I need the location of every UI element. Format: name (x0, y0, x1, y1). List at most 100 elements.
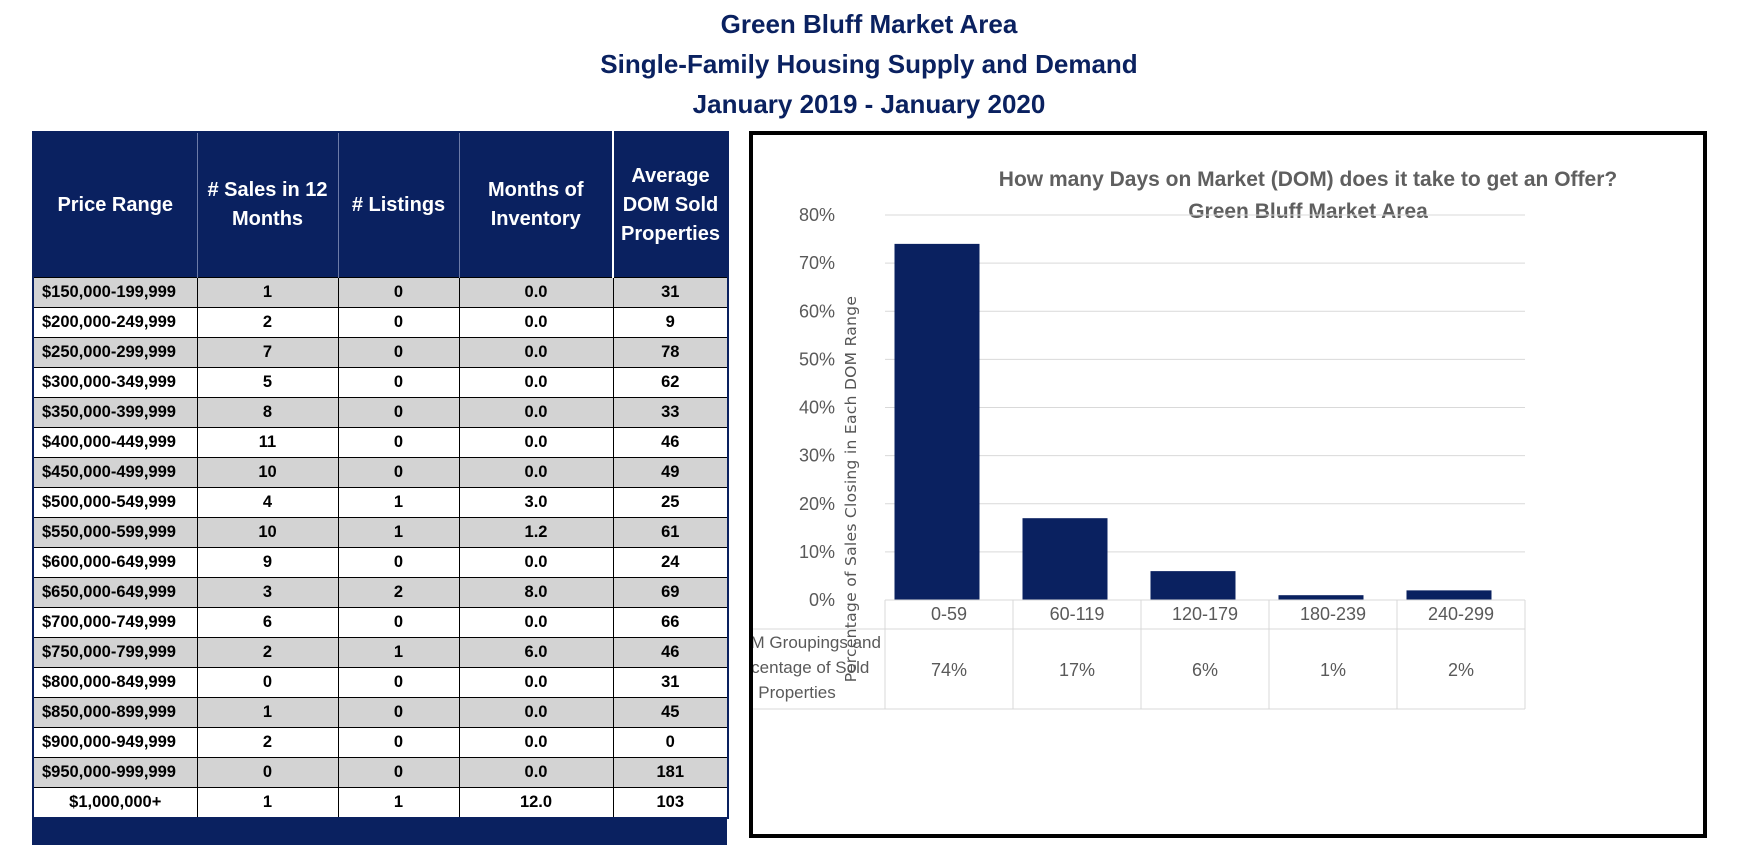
table-row: $600,000-649,999 9 0 0.0 24 (32, 547, 729, 578)
table-row: $300,000-349,999 5 0 0.0 62 (32, 367, 729, 398)
table-header-row: Price Range # Sales in 12 Months # Listi… (33, 132, 728, 278)
table-row: $650,000-649,999 3 2 8.0 69 (32, 577, 729, 608)
table-row: $400,000-449,999 11 0 0.0 46 (32, 427, 729, 458)
cell-sales: 2 (196, 307, 339, 338)
supply-demand-table: Price Range # Sales in 12 Months # Listi… (32, 131, 729, 819)
cell-months-inventory: 0.0 (458, 277, 614, 308)
table-row: $450,000-499,999 10 0 0.0 49 (32, 457, 729, 488)
table-row: $700,000-749,999 6 0 0.0 66 (32, 607, 729, 638)
cell-months-inventory: 0.0 (458, 547, 614, 578)
cell-average-dom: 45 (612, 697, 729, 728)
bar-120-179 (1150, 571, 1236, 600)
table-row: $950,000-999,999 0 0 0.0 181 (32, 757, 729, 788)
cell-listings: 0 (337, 607, 460, 638)
cell-price-range: $550,000-599,999 (32, 517, 198, 548)
y-tick-label: 0% (809, 590, 835, 610)
cell-average-dom: 62 (612, 367, 729, 398)
cell-months-inventory: 0.0 (458, 607, 614, 638)
x-category-label: 120-179 (1172, 604, 1238, 624)
cell-average-dom: 69 (612, 577, 729, 608)
cell-price-range: $500,000-549,999 (32, 487, 198, 518)
table-body: $150,000-199,999 1 0 0.0 31 $200,000-249,999 2… (32, 277, 729, 819)
table-row: $150,000-199,999 1 0 0.0 31 (32, 277, 729, 308)
cell-average-dom: 46 (612, 427, 729, 458)
y-tick-label: 50% (799, 349, 835, 369)
table-row: $750,000-799,999 2 1 6.0 46 (32, 637, 729, 668)
data-value-label: 1% (1320, 660, 1346, 680)
cell-listings: 1 (337, 637, 460, 668)
cell-listings: 1 (337, 487, 460, 518)
cell-price-range: $300,000-349,999 (32, 367, 198, 398)
cell-months-inventory: 0.0 (458, 757, 614, 788)
cell-average-dom: 31 (612, 277, 729, 308)
cell-sales: 10 (196, 457, 339, 488)
cell-price-range: $800,000-849,999 (32, 667, 198, 698)
cell-sales: 1 (196, 277, 339, 308)
title-line-1: Green Bluff Market Area (720, 9, 1018, 39)
x-category-label: 0-59 (931, 604, 967, 624)
cell-price-range: $900,000-949,999 (32, 727, 198, 758)
cell-sales: 1 (196, 787, 339, 819)
cell-sales: 6 (196, 607, 339, 638)
cell-sales: 2 (196, 637, 339, 668)
cell-average-dom: 0 (612, 727, 729, 758)
cell-months-inventory: 0.0 (458, 367, 614, 398)
cell-price-range: $400,000-449,999 (32, 427, 198, 458)
cell-listings: 0 (337, 367, 460, 398)
cell-average-dom: 24 (612, 547, 729, 578)
chart-subtitle: Green Bluff Market Area (1188, 200, 1428, 223)
cell-average-dom: 181 (612, 757, 729, 788)
table-row: $900,000-949,999 2 0 0.0 0 (32, 727, 729, 758)
cell-listings: 0 (337, 667, 460, 698)
cell-listings: 0 (337, 757, 460, 788)
cell-listings: 2 (337, 577, 460, 608)
cell-price-range: $600,000-649,999 (32, 547, 198, 578)
cell-price-range: $1,000,000+ (32, 787, 198, 819)
table-row: $350,000-399,999 8 0 0.0 33 (32, 397, 729, 428)
cell-price-range: $850,000-899,999 (32, 697, 198, 728)
cell-average-dom: 78 (612, 337, 729, 368)
cell-months-inventory: 0.0 (458, 307, 614, 338)
cell-average-dom: 31 (612, 667, 729, 698)
cell-average-dom: 103 (612, 787, 729, 819)
table-row: $200,000-249,999 2 0 0.0 9 (32, 307, 729, 338)
cell-sales: 5 (196, 367, 339, 398)
cell-sales: 1 (196, 697, 339, 728)
cell-listings: 0 (337, 547, 460, 578)
cell-listings: 0 (337, 697, 460, 728)
cell-sales: 4 (196, 487, 339, 518)
cell-listings: 0 (337, 727, 460, 758)
title-line-3: January 2019 - January 2020 (692, 89, 1046, 119)
table-row: $550,000-599,999 10 1 1.2 61 (32, 517, 729, 548)
supply-demand-table-wrap: Price Range # Sales in 12 Months # Listi… (32, 131, 729, 845)
cell-months-inventory: 1.2 (458, 517, 614, 548)
cell-months-inventory: 0.0 (458, 457, 614, 488)
y-tick-label: 70% (799, 253, 835, 273)
header-months-inventory: Months of Inventory (459, 132, 614, 278)
cell-listings: 0 (337, 427, 460, 458)
cell-price-range: $950,000-999,999 (32, 757, 198, 788)
header-average-dom: Average DOM Sold Properties (612, 132, 728, 278)
legend-series-name: DOM Groupings and (753, 633, 881, 652)
cell-sales: 7 (196, 337, 339, 368)
bar-180-239 (1278, 595, 1364, 600)
cell-months-inventory: 0.0 (458, 697, 614, 728)
cell-sales: 0 (196, 667, 339, 698)
cell-listings: 1 (337, 787, 460, 819)
bar-0-59 (894, 243, 980, 600)
table-row: $800,000-849,999 0 0 0.0 31 (32, 667, 729, 698)
table-footer-bar (32, 819, 727, 845)
table-row: $500,000-549,999 4 1 3.0 25 (32, 487, 729, 518)
cell-listings: 0 (337, 337, 460, 368)
table-row: $250,000-299,999 7 0 0.0 78 (32, 337, 729, 368)
cell-months-inventory: 0.0 (458, 397, 614, 428)
cell-listings: 0 (337, 307, 460, 338)
cell-months-inventory: 8.0 (458, 577, 614, 608)
chart-title: How many Days on Market (DOM) does it ta… (998, 168, 1618, 191)
bar-240-299 (1406, 590, 1492, 600)
title-line-2: Single-Family Housing Supply and Demand (600, 49, 1138, 79)
cell-average-dom: 66 (612, 607, 729, 638)
data-value-label: 17% (1059, 660, 1095, 680)
y-tick-label: 20% (799, 494, 835, 514)
cell-average-dom: 25 (612, 487, 729, 518)
